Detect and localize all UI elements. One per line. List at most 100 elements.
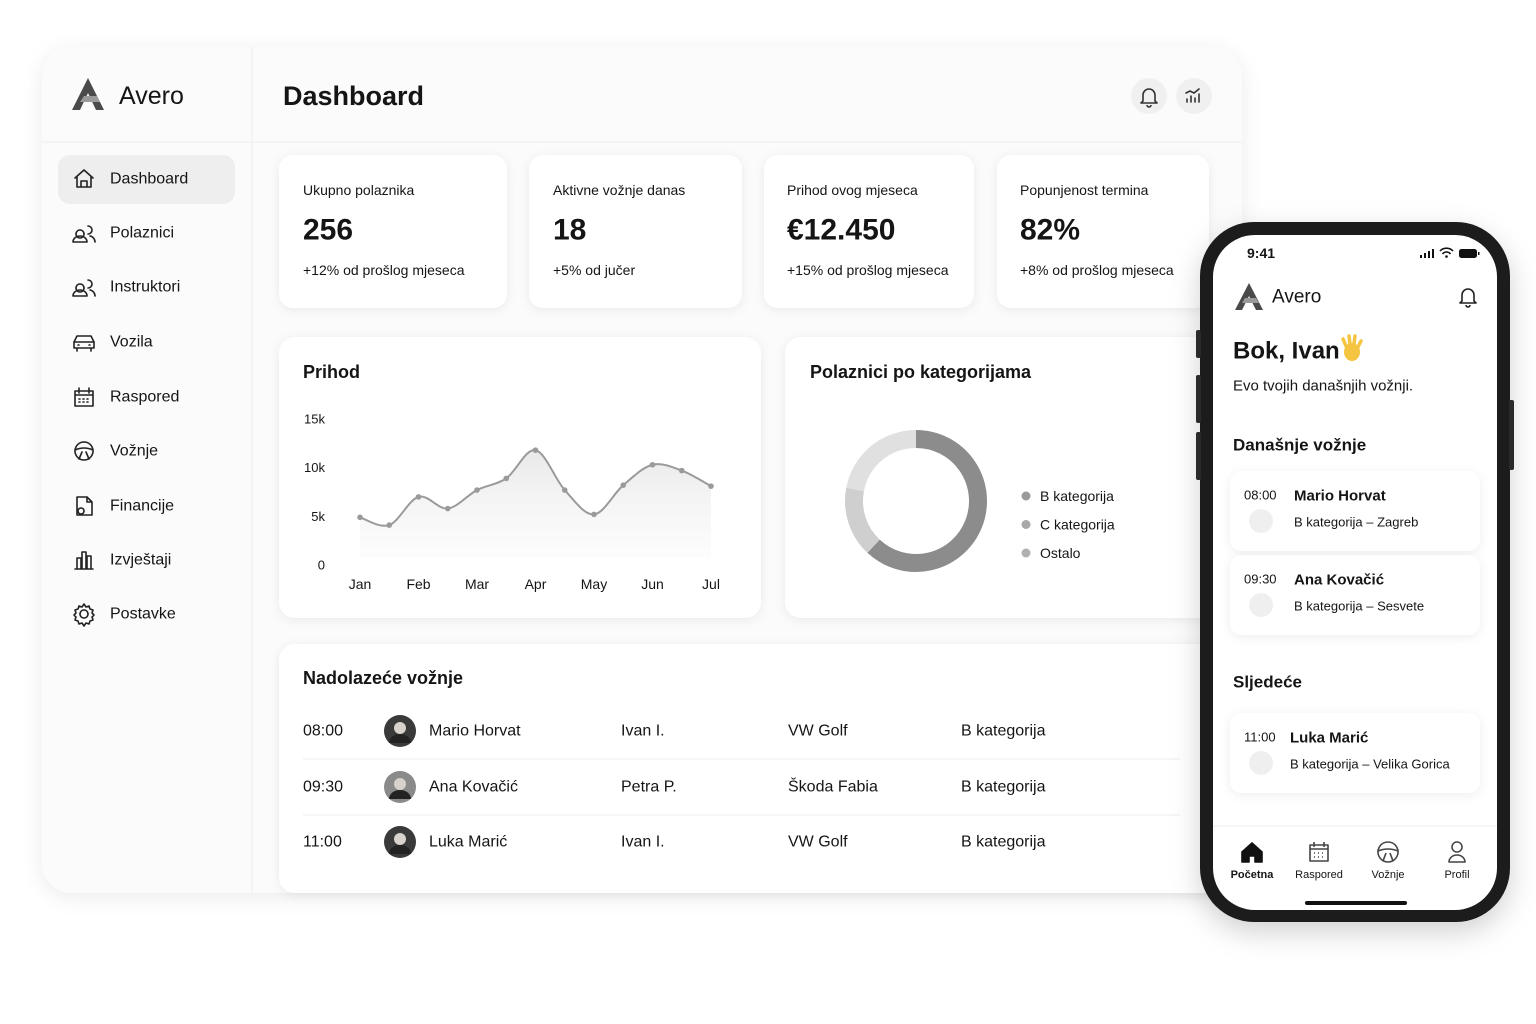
point xyxy=(708,483,714,489)
table-cell: VW Golf xyxy=(788,834,848,851)
tab-label[interactable]: Početna xyxy=(1231,869,1275,881)
point xyxy=(357,514,363,521)
tab-icon[interactable] xyxy=(1377,841,1399,863)
point xyxy=(386,522,393,528)
point xyxy=(561,487,568,493)
phone-button xyxy=(1509,400,1514,470)
table-cell: Luka Marić xyxy=(429,834,507,851)
ride-time: 11:00 xyxy=(1244,730,1276,745)
greeting: Bok, Ivan xyxy=(1233,338,1340,365)
nav-icon xyxy=(74,551,94,570)
notifications-button[interactable] xyxy=(1131,78,1167,114)
wifi-icon xyxy=(1439,247,1454,255)
stat-card xyxy=(997,155,1209,308)
ride-detail: B kategorija – Zagreb xyxy=(1294,515,1418,530)
status-time: 9:41 xyxy=(1247,245,1275,261)
bell-icon[interactable] xyxy=(1459,288,1477,308)
ride-name: Ana Kovačić xyxy=(1294,572,1384,589)
point xyxy=(678,467,685,474)
nav-item[interactable]: Izvještaji xyxy=(110,552,171,569)
card-title: Nadolazeće vožnje xyxy=(303,668,463,688)
nav-icon xyxy=(73,335,95,352)
y-tick-label: 10k xyxy=(304,460,325,475)
phone-button xyxy=(1196,432,1201,480)
ride-name: Mario Horvat xyxy=(1294,488,1386,505)
donut-segment xyxy=(845,487,880,553)
ride-card xyxy=(1230,713,1480,793)
avatar-body xyxy=(389,790,411,799)
ride-detail: B kategorija – Sesvete xyxy=(1294,599,1424,614)
nav-icon xyxy=(72,225,96,243)
avatar-body xyxy=(389,845,411,854)
nav-item[interactable]: Financije xyxy=(110,498,174,515)
table-cell: B kategorija xyxy=(961,723,1046,740)
stat-card xyxy=(764,155,974,308)
table-cell: Petra P. xyxy=(621,779,677,796)
logo-mark-bar xyxy=(80,96,100,102)
tab-label[interactable]: Profil xyxy=(1444,869,1469,881)
tab-icon[interactable] xyxy=(1448,841,1466,863)
donut-segment xyxy=(867,430,987,572)
nav-icon xyxy=(74,169,94,188)
point xyxy=(620,482,627,488)
tab-icon[interactable] xyxy=(1309,842,1329,862)
point xyxy=(532,447,539,453)
nav-item[interactable]: Polaznici xyxy=(110,225,174,242)
page-title: Dashboard xyxy=(283,81,424,111)
table-cell: Ivan I. xyxy=(621,834,665,851)
nav-item[interactable]: Vožnje xyxy=(110,443,158,460)
donut-segment xyxy=(846,430,917,492)
stats-button[interactable] xyxy=(1176,78,1212,114)
legend-swatch xyxy=(1021,548,1031,558)
point xyxy=(444,505,451,512)
tab-icon[interactable] xyxy=(1241,842,1263,863)
ride-time: 09:30 xyxy=(1244,572,1277,587)
bell-icon xyxy=(1140,88,1158,108)
avatar-head xyxy=(394,778,406,790)
nav-item[interactable]: Instruktori xyxy=(110,279,180,296)
signal-bar xyxy=(1424,253,1426,258)
stat-card xyxy=(279,155,507,308)
brand-name: Avero xyxy=(1272,287,1321,308)
card-title: Polaznici po kategorijama xyxy=(810,362,1032,382)
x-tick-label: Jul xyxy=(702,576,720,592)
x-tick-label: Jan xyxy=(349,576,372,592)
section-title: Sljedeće xyxy=(1233,673,1302,692)
section-title: Današnje vožnje xyxy=(1233,436,1366,455)
stat-label: Prihod ovog mjeseca xyxy=(787,182,918,198)
nav-item[interactable]: Vozila xyxy=(110,334,153,351)
tab-label[interactable]: Vožnje xyxy=(1371,869,1404,881)
ride-detail: B kategorija – Velika Gorica xyxy=(1290,757,1450,772)
ride-card xyxy=(1230,555,1480,635)
y-tick-label: 0 xyxy=(318,558,325,573)
hand-palm xyxy=(1344,343,1360,361)
nav-icon xyxy=(76,496,93,516)
tab-label[interactable]: Raspored xyxy=(1295,869,1343,881)
table-cell: 08:00 xyxy=(303,723,343,740)
ride-avatar xyxy=(1249,509,1273,533)
nav-item[interactable]: Dashboard xyxy=(110,171,188,188)
nav-item[interactable]: Postavke xyxy=(110,606,176,623)
table-cell: B kategorija xyxy=(961,834,1046,851)
phone-button xyxy=(1196,375,1201,423)
wifi-dot xyxy=(1445,255,1448,258)
stat-label: Popunjenost termina xyxy=(1020,182,1149,198)
home-indicator xyxy=(1305,901,1407,905)
x-tick-label: Jun xyxy=(641,576,664,592)
stat-label: Ukupno polaznika xyxy=(303,182,415,198)
nav-icon xyxy=(72,279,96,297)
table-cell: 11:00 xyxy=(303,834,342,851)
legend-label: Ostalo xyxy=(1040,545,1081,561)
table-cell: 09:30 xyxy=(303,779,343,796)
phone-button xyxy=(1196,330,1201,358)
nav-item[interactable]: Raspored xyxy=(110,389,179,406)
table-cell: Škoda Fabia xyxy=(788,777,878,796)
button-bg xyxy=(1176,78,1212,114)
stat-value: 256 xyxy=(303,214,353,247)
nav-icon xyxy=(74,387,94,407)
area-fill xyxy=(360,450,711,557)
avatar-head xyxy=(394,722,406,734)
x-tick-label: Apr xyxy=(525,576,547,592)
y-tick-label: 5k xyxy=(311,509,325,524)
